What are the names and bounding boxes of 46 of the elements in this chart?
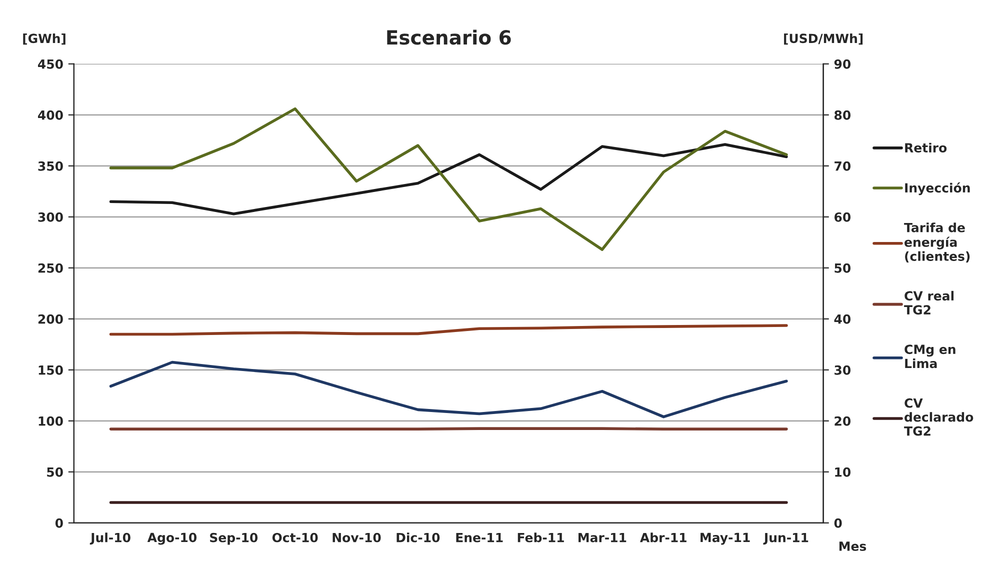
x-tick-label: Jul-10: [90, 532, 130, 545]
y2-axis-title: [USD/MWh]: [784, 33, 863, 45]
x-tick-label: Dic-10: [396, 532, 440, 542]
legend-label: CV real TG2: [904, 290, 954, 315]
y2-tick-label: 30: [834, 365, 851, 375]
y2-tick-label: 80: [834, 110, 851, 120]
x-tick-label: May-11: [700, 532, 750, 545]
x-tick-label: Oct-10: [272, 532, 318, 542]
line-series: [109, 360, 788, 418]
x-tick-label: Jun-11: [763, 533, 808, 545]
y-tick-label: 50: [47, 467, 63, 477]
x-tick-label: Mar-11: [578, 533, 626, 542]
y2-tick-label: 60: [834, 212, 851, 222]
y-tick-label: 150: [38, 365, 63, 375]
y2-tick-label: 50: [834, 263, 851, 273]
y2-tick-label: 70: [834, 161, 851, 171]
y-tick-label: 350: [38, 161, 63, 171]
y-tick-label: 100: [38, 416, 63, 426]
legend-label: CV declarado TG2: [904, 398, 974, 436]
y2-tick-label: 10: [835, 467, 851, 477]
x-tick-label: Ene-11: [456, 533, 503, 542]
x-tick-label: Ago-10: [147, 532, 197, 545]
x-tick-label: Nov-10: [332, 532, 381, 542]
x-axis-title: Mes: [839, 542, 866, 551]
y-tick-label: 250: [38, 263, 63, 273]
y2-tick-label: 20: [834, 416, 851, 426]
line-series: [109, 143, 788, 216]
line-series: [109, 107, 788, 251]
legend-label: Inyección: [905, 182, 970, 196]
x-tick-label: Sep-10: [210, 532, 258, 545]
legend-label: Tarifa de energía (clientes): [904, 222, 970, 262]
chart-title: Escenario 6: [387, 30, 511, 45]
y2-tick-label: 90: [834, 59, 851, 69]
y-tick-label: 0: [55, 518, 63, 528]
legend-label: CMg en Lima: [904, 344, 956, 368]
y-tick-label: 400: [38, 110, 63, 120]
x-tick-label: Feb-11: [518, 532, 564, 542]
y-tick-label: 450: [38, 59, 63, 69]
y2-tick-label: 40: [834, 314, 851, 324]
y-tick-label: 200: [38, 314, 63, 324]
legend-label: Retiro: [905, 142, 947, 152]
x-tick-label: Abr-11: [640, 532, 686, 542]
y-tick-label: 300: [38, 212, 63, 222]
line-series: [109, 324, 788, 336]
y2-tick-label: 0: [834, 518, 842, 528]
y-axis-title: [GWh]: [23, 33, 66, 45]
